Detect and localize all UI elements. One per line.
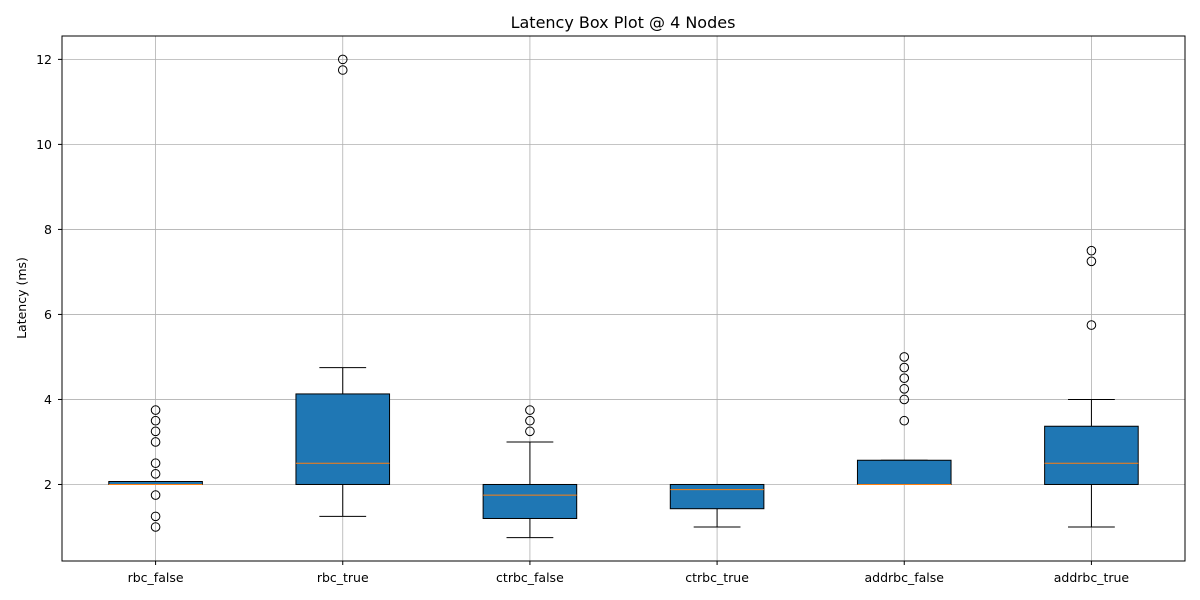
y-tick-label: 2 bbox=[44, 477, 52, 492]
y-tick-label: 4 bbox=[44, 392, 52, 407]
outlier-point bbox=[1086, 245, 1097, 256]
y-tick-label: 10 bbox=[36, 137, 52, 152]
outlier-point bbox=[525, 415, 535, 426]
outlier-point bbox=[150, 511, 161, 522]
outlier-point bbox=[525, 405, 535, 415]
outlier-point bbox=[899, 362, 910, 373]
x-tick-label: rbc_false bbox=[128, 570, 184, 585]
box-group bbox=[482, 405, 578, 539]
y-tick-label: 8 bbox=[44, 222, 52, 237]
outlier-point bbox=[899, 415, 910, 426]
outlier-point bbox=[150, 426, 161, 437]
outlier-point bbox=[1086, 256, 1097, 267]
y-tick-label: 12 bbox=[36, 52, 52, 67]
box-group bbox=[669, 483, 765, 528]
outlier-point bbox=[899, 352, 910, 362]
box-group bbox=[856, 352, 952, 485]
box bbox=[856, 459, 952, 485]
x-tick-label: rbc_true bbox=[317, 570, 369, 585]
x-tick-label: addrbc_true bbox=[1054, 570, 1130, 585]
box bbox=[482, 483, 578, 519]
tick-layer: 2 4 6 8 10 12 rbc_false rbc_true ctrbc_false ctrb… bbox=[36, 52, 1129, 585]
box-group bbox=[295, 54, 391, 517]
outlier-point bbox=[899, 384, 910, 394]
x-tick-label: ctrbc_false bbox=[496, 570, 564, 585]
box bbox=[669, 483, 765, 510]
x-tick-label: ctrbc_true bbox=[685, 570, 749, 585]
outlier-point bbox=[150, 469, 161, 479]
grid-layer bbox=[62, 36, 1185, 561]
outlier-point bbox=[150, 405, 161, 415]
plot-frame bbox=[61, 35, 1186, 562]
box-layer bbox=[108, 54, 1139, 539]
box bbox=[1044, 425, 1139, 485]
box-group bbox=[108, 405, 203, 532]
outlier-point bbox=[150, 490, 161, 500]
outlier-point bbox=[150, 415, 161, 426]
outlier-point bbox=[525, 426, 535, 437]
chart-title: Latency Box Plot @ 4 Nodes bbox=[511, 13, 736, 32]
outlier-point bbox=[150, 458, 161, 469]
x-tick-label: addrbc_false bbox=[865, 570, 945, 585]
outlier-point bbox=[899, 394, 910, 405]
y-tick-label: 6 bbox=[44, 307, 52, 322]
outlier-point bbox=[150, 437, 161, 447]
outlier-point bbox=[899, 373, 910, 384]
box bbox=[295, 393, 391, 485]
box-group bbox=[1044, 245, 1139, 528]
outlier-point bbox=[337, 65, 348, 75]
outlier-point bbox=[150, 522, 161, 532]
outlier-point bbox=[1086, 320, 1097, 330]
outlier-point bbox=[337, 54, 348, 65]
y-axis-label: Latency (ms) bbox=[14, 257, 29, 339]
